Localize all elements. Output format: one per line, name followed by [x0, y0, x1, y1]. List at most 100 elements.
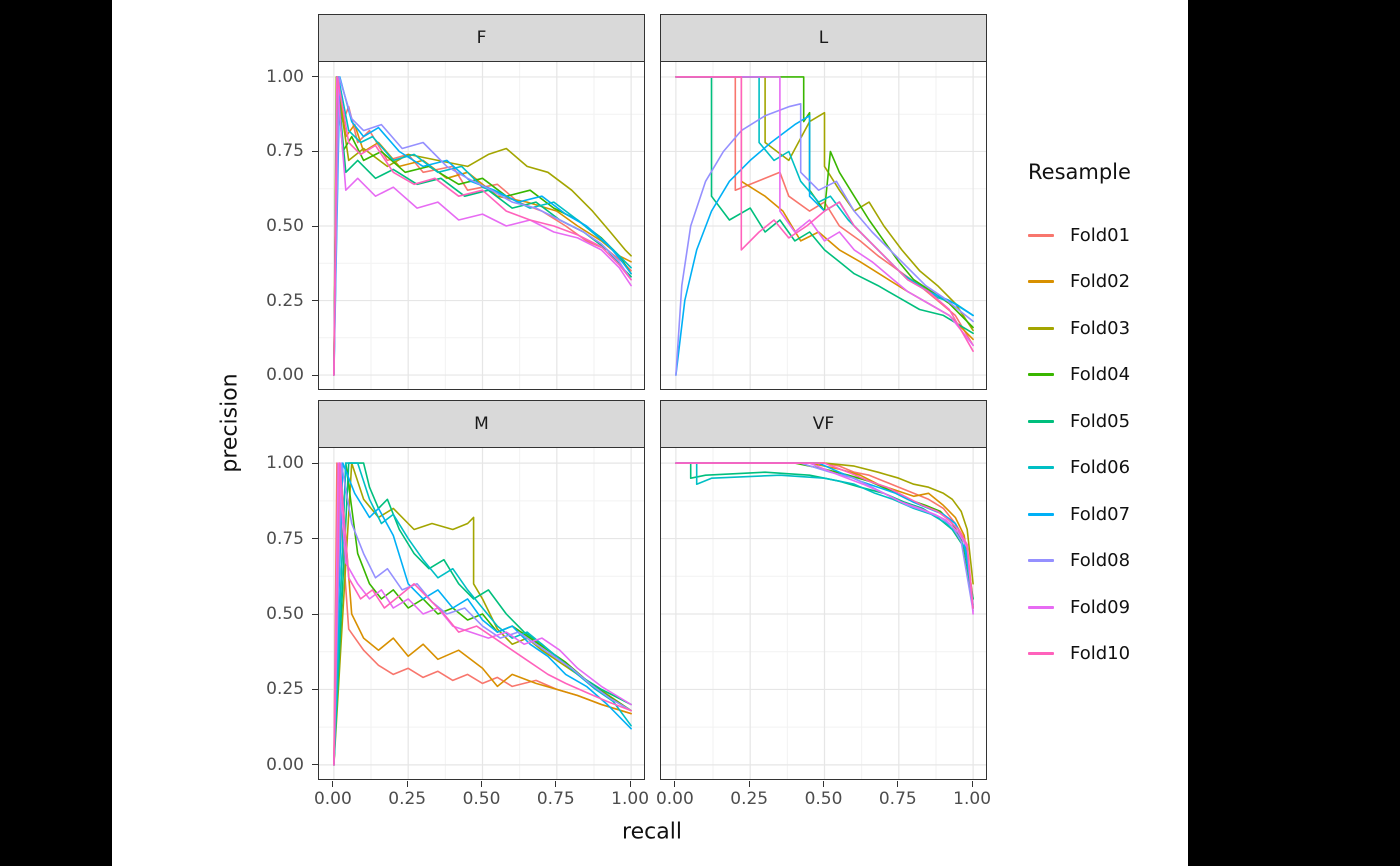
x-tick-label: 0.25 — [730, 789, 769, 809]
y-tick-mark — [312, 462, 318, 464]
legend-entry-label: Fold07 — [1070, 503, 1131, 525]
pr-curve-L-Fold05 — [675, 76, 974, 335]
x-tick-label: 1.00 — [611, 789, 650, 809]
legend-title: Resample — [1028, 160, 1131, 184]
facet-VF: VF — [660, 400, 987, 780]
legend-entry-Fold05: Fold05 — [1028, 398, 1131, 445]
pr-curve-F-Fold10 — [333, 76, 632, 376]
facet-strip-F: F — [318, 14, 645, 62]
facet-panel-L — [660, 62, 987, 390]
x-axis-title: recall — [622, 819, 682, 845]
pr-curve-F-Fold09 — [333, 76, 632, 376]
legend-entry-Fold08: Fold08 — [1028, 538, 1131, 585]
legend-key-line-Fold05 — [1028, 419, 1054, 423]
y-tick-mark — [312, 76, 318, 78]
x-tick-mark — [748, 781, 750, 787]
facet-strip-VF: VF — [660, 400, 987, 448]
pr-curve-F-Fold07 — [333, 76, 632, 376]
pr-curve-L-Fold08 — [675, 102, 974, 376]
legend-entry-Fold06: Fold06 — [1028, 445, 1131, 492]
x-tick-mark — [897, 781, 899, 787]
legend-entry-label: Fold10 — [1070, 643, 1131, 665]
legend-key-line-Fold10 — [1028, 652, 1054, 656]
legend-key-line-Fold09 — [1028, 605, 1054, 609]
pr-curve-M-Fold02 — [333, 462, 632, 766]
figure-stage: precision recall Resample Fold01 Fold02 Fo… — [112, 0, 1188, 866]
x-tick-mark — [674, 781, 676, 787]
x-tick-mark — [406, 781, 408, 787]
legend: Resample Fold01 Fold02 Fold03 Fold04 Fold05 F… — [1028, 160, 1131, 677]
x-tick-label: 1.00 — [953, 789, 992, 809]
y-tick-label: 0.75 — [266, 528, 304, 549]
legend-entry-Fold02: Fold02 — [1028, 259, 1131, 306]
x-tick-mark — [481, 781, 482, 787]
y-tick-label: 1.00 — [266, 453, 304, 474]
pr-curve-F-Fold08 — [333, 76, 632, 376]
x-tick-label: 0.75 — [536, 789, 575, 809]
pr-curve-VF-Fold03 — [675, 462, 974, 585]
pr-curve-L-Fold10 — [675, 76, 974, 353]
pr-curve-M-Fold10 — [333, 462, 632, 766]
pr-curve-VF-Fold02 — [675, 462, 974, 600]
y-tick-label: 0.75 — [266, 141, 304, 162]
facet-M: M — [318, 400, 645, 780]
legend-entry-Fold01: Fold01 — [1028, 212, 1131, 259]
x-tick-mark — [629, 781, 631, 787]
pr-curve-L-Fold03 — [675, 76, 974, 332]
facet-F: F — [318, 14, 645, 390]
legend-entry-Fold10: Fold10 — [1028, 631, 1131, 678]
legend-key-line-Fold01 — [1028, 233, 1054, 237]
legend-key-line-Fold06 — [1028, 466, 1054, 470]
x-tick-mark — [332, 781, 334, 787]
facet-panel-VF — [660, 448, 987, 780]
legend-key-line-Fold04 — [1028, 373, 1054, 377]
x-tick-label: 0.00 — [655, 789, 694, 809]
y-tick-mark — [312, 688, 318, 690]
y-tick-mark — [312, 374, 318, 376]
facet-L: L — [660, 14, 987, 390]
y-tick-label: 0.50 — [266, 216, 304, 236]
y-tick-label: 0.25 — [266, 290, 304, 311]
x-tick-label: 0.50 — [462, 789, 501, 809]
pr-curve-M-Fold08 — [333, 462, 632, 766]
x-tick-mark — [555, 781, 557, 787]
y-tick-mark — [312, 764, 318, 766]
legend-entry-label: Fold09 — [1070, 596, 1131, 618]
y-axis-title: precision — [217, 373, 243, 473]
legend-key-line-Fold08 — [1028, 559, 1054, 563]
x-tick-label: 0.75 — [878, 789, 917, 809]
y-tick-mark — [312, 613, 318, 615]
facet-panel-F — [318, 62, 645, 390]
legend-entry-Fold03: Fold03 — [1028, 305, 1131, 352]
legend-entry-label: Fold02 — [1070, 271, 1131, 293]
y-tick-mark — [312, 300, 318, 302]
y-tick-label: 0.00 — [266, 365, 304, 386]
legend-entry-label: Fold04 — [1070, 364, 1131, 386]
x-tick-mark — [823, 781, 824, 787]
y-tick-mark — [312, 538, 318, 540]
y-tick-label: 1.00 — [266, 66, 304, 87]
pr-curve-VF-Fold07 — [675, 462, 974, 606]
pr-curve-M-Fold07 — [333, 462, 632, 766]
legend-entry-Fold07: Fold07 — [1028, 491, 1131, 538]
facet-strip-L: L — [660, 14, 987, 62]
pr-curve-M-Fold09 — [333, 462, 632, 766]
y-tick-label: 0.25 — [266, 679, 304, 700]
facet-strip-M: M — [318, 400, 645, 448]
x-tick-label: 0.50 — [804, 789, 843, 809]
y-tick-label: 0.50 — [266, 604, 304, 624]
y-tick-mark — [312, 225, 318, 227]
y-tick-label: 0.00 — [266, 754, 304, 775]
legend-entry-label: Fold03 — [1070, 317, 1131, 339]
x-tick-label: 0.25 — [388, 789, 427, 809]
pr-curve-M-Fold04 — [333, 462, 632, 766]
x-tick-mark — [971, 781, 973, 787]
x-tick-label: 0.00 — [313, 789, 352, 809]
legend-entry-label: Fold06 — [1070, 457, 1131, 479]
legend-entries: Fold01 Fold02 Fold03 Fold04 Fold05 Fold06 Fold… — [1028, 212, 1131, 677]
pr-curve-VF-Fold09 — [675, 462, 974, 615]
pr-curve-L-Fold01 — [675, 76, 974, 347]
legend-entry-label: Fold01 — [1070, 224, 1131, 246]
facet-panel-M — [318, 448, 645, 780]
legend-key-line-Fold07 — [1028, 512, 1054, 516]
